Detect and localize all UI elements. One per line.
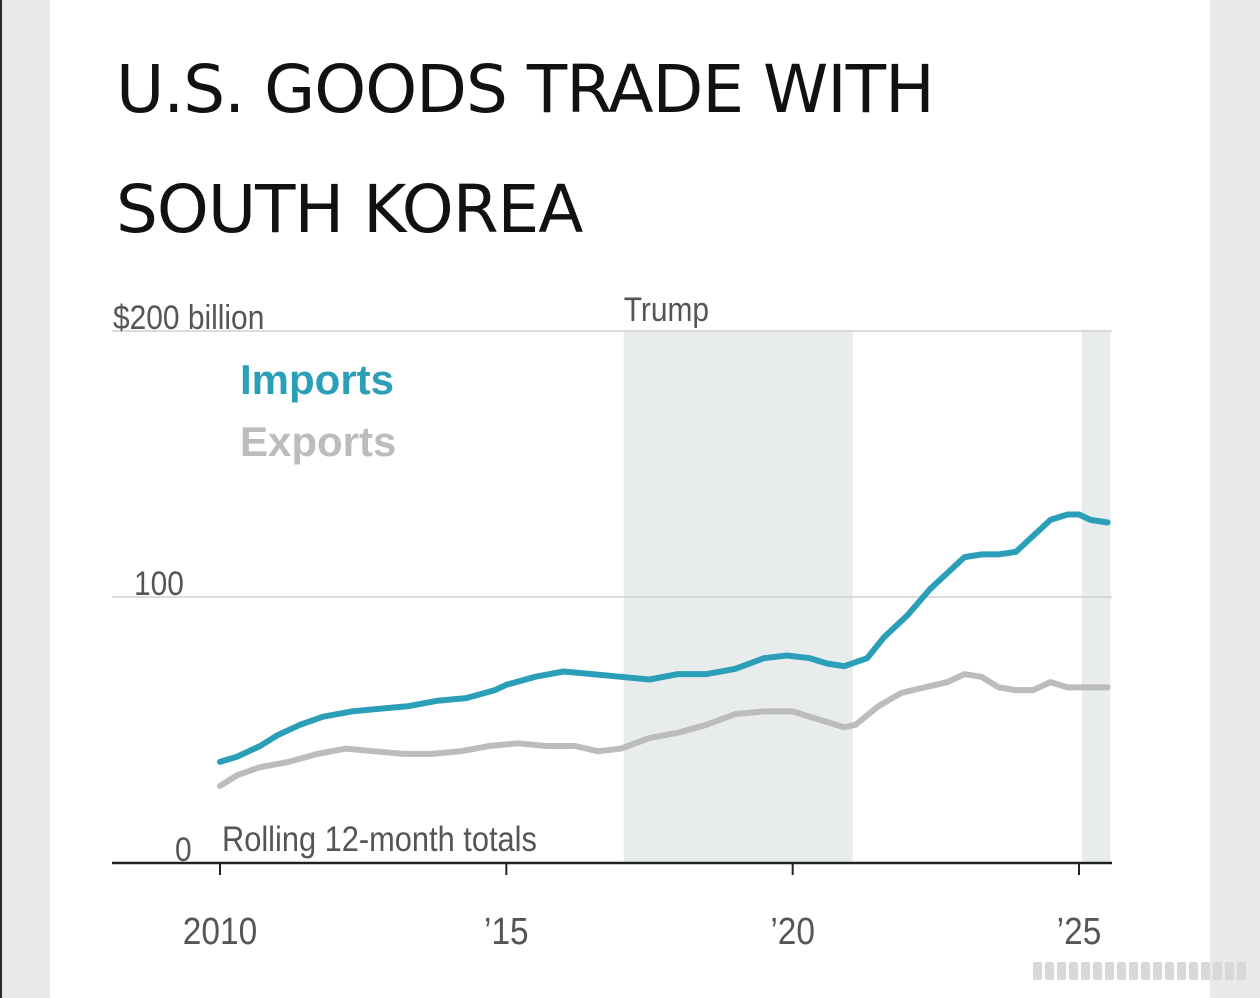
series-line-exports: [217, 671, 1111, 789]
x-tick-label-2025: ’25: [1057, 910, 1102, 952]
x-tick-label-2010: 2010: [183, 910, 257, 952]
window-edge: [0, 0, 2, 998]
chart-title: U.S. GOODS TRADE WITH SOUTH KOREA: [116, 30, 1116, 270]
y-tick-label-100: 100: [134, 564, 184, 602]
y-tick-label-0: 0: [175, 830, 192, 868]
legend-exports: Exports: [240, 418, 396, 465]
watermark-icon: [1033, 962, 1246, 980]
legend-imports: Imports: [240, 356, 394, 403]
title-line-2: SOUTH KOREA: [116, 171, 583, 248]
shaded-period-label: Trump: [624, 290, 709, 328]
chart-subtitle: Rolling 12-month totals: [222, 819, 537, 858]
x-tick-label-2020: ’20: [770, 910, 815, 952]
title-line-1: U.S. GOODS TRADE WITH: [116, 51, 935, 128]
y-tick-label-200: $200 billion: [113, 298, 264, 336]
series-line-imports: [217, 511, 1111, 765]
x-tick-label-2015: ’15: [484, 910, 529, 952]
